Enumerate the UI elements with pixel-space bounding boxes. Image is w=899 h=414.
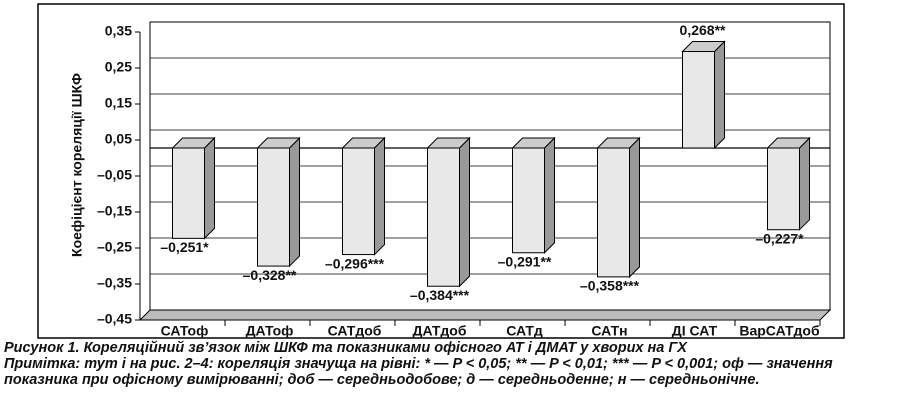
- y-tick-label: 0,25: [105, 59, 132, 75]
- bar: [172, 147, 205, 239]
- y-axis-label: Коефіцієнт кореляції ШКФ: [69, 73, 85, 257]
- bar-side: [714, 40, 725, 150]
- y-tick-label: 0,15: [105, 95, 132, 111]
- bar-side: [289, 136, 300, 268]
- x-tick-label: ДАТоф: [246, 323, 294, 339]
- bar-side: [374, 136, 385, 256]
- value-label: –0,227*: [755, 230, 804, 246]
- value-label: –0,251*: [160, 239, 209, 255]
- value-label: –0,358***: [580, 278, 640, 294]
- bar: [682, 51, 715, 149]
- bar-side: [204, 136, 215, 240]
- x-tick-label: САТоф: [161, 323, 209, 339]
- bar: [342, 147, 375, 256]
- x-tick-label: САТдоб: [328, 323, 382, 339]
- value-label: 0,268**: [680, 22, 726, 38]
- x-tick-label: САТн: [591, 323, 627, 339]
- x-tick-label: САТд: [506, 323, 543, 339]
- x-tick-label: ДІ САТ: [672, 323, 718, 339]
- bar-side: [799, 136, 810, 231]
- value-label: –0,384***: [410, 287, 470, 303]
- y-tick-label: –0,35: [97, 275, 132, 291]
- bar: [767, 147, 800, 231]
- y-tick-label: –0,25: [97, 239, 132, 255]
- y-tick-label: 0,05: [105, 131, 132, 147]
- bar-side: [544, 136, 555, 254]
- bar-side: [629, 136, 640, 279]
- bar: [257, 147, 290, 267]
- value-label: –0,328**: [243, 267, 297, 283]
- y-tick-label: –0,05: [97, 167, 132, 183]
- figure-note: Примітка: тут і на рис. 2–4: кореляція з…: [4, 356, 833, 388]
- y-tick-label: –0,45: [97, 311, 132, 327]
- y-tick-label: 0,35: [105, 23, 132, 39]
- chart: Коефіцієнт кореляції ШКФ –0,45 –0,35 –0,25…: [37, 3, 845, 339]
- bar: [512, 147, 545, 254]
- plot-floor: [138, 309, 832, 321]
- value-label: –0,296***: [325, 255, 385, 271]
- x-tick-label: ДАТдоб: [412, 323, 466, 339]
- bar: [427, 147, 460, 287]
- caption: Рисунок 1. Кореляційний зв’язок між ШКФ …: [4, 340, 894, 388]
- bar: [597, 147, 630, 278]
- chart-frame: [37, 3, 845, 339]
- y-tick-label: –0,15: [97, 203, 132, 219]
- value-label: –0,291**: [498, 253, 552, 269]
- figure-caption: Рисунок 1. Кореляційний зв’язок між ШКФ …: [4, 340, 687, 356]
- x-tick-label: ВарСАТдоб: [739, 323, 820, 339]
- bar-side: [459, 136, 470, 288]
